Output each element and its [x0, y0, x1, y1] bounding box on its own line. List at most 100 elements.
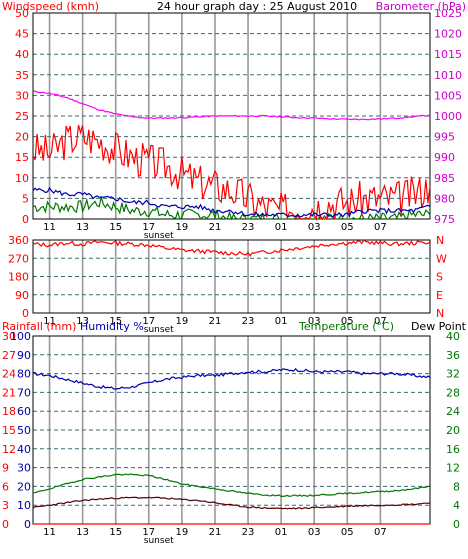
direction-tick-label: 180	[8, 271, 29, 284]
climate-panel-time-tick: 17	[142, 527, 155, 538]
barometer-tick-label: 1010	[434, 69, 462, 82]
wind-panel-time-tick: 23	[242, 222, 255, 233]
climate-panel-time-axis: 11 13 15 17 19 21 23 01 03 05 07 sunset	[43, 527, 387, 546]
barometer-tick-label: 985	[434, 172, 455, 185]
wind-panel-time-tick: 03	[308, 222, 321, 233]
humidity-tick-label: 90	[17, 349, 31, 362]
temperature-tick-label: 24	[446, 405, 460, 418]
barometer-tick-label: 1015	[434, 48, 462, 61]
humidity-tick-label: 40	[17, 443, 31, 456]
rain-tick-label: 30	[2, 330, 16, 343]
rain-tick-label: 0	[2, 518, 9, 531]
compass-tick-label: W	[436, 252, 447, 265]
climate-panel-time-tick: 19	[176, 527, 189, 538]
barometer-title: Barometer (hPa)	[376, 0, 466, 13]
rain-tick-label: 18	[2, 405, 16, 418]
wind-tick-label: 15	[15, 151, 29, 164]
compass-tick-label: N	[436, 307, 444, 320]
climate-panel-time-tick: 15	[109, 527, 122, 538]
rain-tick-label: 6	[2, 480, 9, 493]
climate-panel-time-tick: 01	[275, 527, 288, 538]
direction-tick-label: 0	[22, 307, 29, 320]
compass-tick-label: S	[436, 271, 443, 284]
climate-panel-time-tick: 21	[209, 527, 222, 538]
wind-panel-time-tick: 17	[142, 222, 155, 233]
direction-panel-time-tick: 21	[209, 316, 222, 327]
wind-tick-label: 5	[22, 192, 29, 205]
climate-panel-time-tick: 23	[242, 527, 255, 538]
temperature-tick-label: 32	[446, 368, 460, 381]
windspeed-title: Windspeed (kmh)	[2, 0, 99, 13]
barometer-tick-label: 1020	[434, 28, 462, 41]
barometer-tick-label: 995	[434, 131, 455, 144]
direction-tick-label: 360	[8, 234, 29, 247]
barometer-tick-label: 1000	[434, 110, 462, 123]
rain-tick-label: 15	[2, 424, 16, 437]
humidity-tick-label: 10	[17, 499, 31, 512]
chart-date-title: 24 hour graph day : 25 August 2010	[157, 0, 357, 13]
climate-panel-time-tick: 03	[308, 527, 321, 538]
wind-panel-sunset-label: sunset	[144, 231, 174, 241]
wind-tick-label: 25	[15, 110, 29, 123]
direction-panel-time-tick: 17	[142, 316, 155, 327]
wind-panel-time-tick: 11	[43, 222, 56, 233]
direction-panel-time-tick: 03	[308, 316, 321, 327]
temperature-series	[32, 473, 430, 498]
humidity-tick-label: 100	[10, 330, 31, 343]
wind-panel-time-tick: 07	[374, 222, 387, 233]
barometer-tick-label: 1025	[434, 7, 462, 20]
wind-tick-label: 10	[15, 172, 29, 185]
temperature-tick-label: 36	[446, 349, 460, 362]
wind-average-series	[32, 186, 431, 219]
climate-panel-grid	[33, 336, 430, 524]
humidity-tick-label: 60	[17, 405, 31, 418]
humidity-series	[32, 368, 431, 390]
barometer-axis-ticks: 1025 1020 1015 1010 1005 1000 995 990 985 980 975	[434, 7, 462, 226]
compass-tick-label: E	[436, 289, 443, 302]
rain-tick-label: 24	[2, 368, 16, 381]
humidity-title: Humidity %	[80, 320, 144, 333]
climate-panel-sunset-label: sunset	[144, 536, 174, 546]
direction-panel-time-tick: 15	[109, 316, 122, 327]
wind-panel-time-tick: 05	[341, 222, 354, 233]
humidity-tick-label: 50	[17, 424, 31, 437]
temperature-tick-label: 20	[446, 424, 460, 437]
direction-panel-time-tick: 13	[76, 316, 89, 327]
barometer-tick-label: 980	[434, 192, 455, 205]
direction-panel-time-tick: 05	[341, 316, 354, 327]
direction-tick-label: 270	[8, 252, 29, 265]
wind-panel-time-tick: 13	[76, 222, 89, 233]
wind-panel-time-tick: 21	[209, 222, 222, 233]
climate-panel-time-tick: 11	[43, 527, 56, 538]
barometer-tick-label: 975	[434, 213, 455, 226]
wind-green-series	[32, 196, 431, 221]
direction-tick-label: 90	[15, 289, 29, 302]
wind-panel-grid	[33, 13, 430, 219]
rain-tick-label: 21	[2, 386, 16, 399]
wind-tick-label: 0	[22, 213, 29, 226]
direction-panel-time-tick: 01	[275, 316, 288, 327]
climate-panel-time-tick: 05	[341, 527, 354, 538]
wind-gust-series	[32, 124, 431, 222]
direction-series	[32, 239, 431, 258]
humidity-tick-label: 0	[24, 518, 31, 531]
temperature-tick-label: 28	[446, 386, 460, 399]
temperature-title: Temperature (°C)	[298, 320, 394, 333]
barometer-series	[32, 90, 431, 121]
rain-tick-label: 12	[2, 443, 16, 456]
humidity-tick-label: 80	[17, 368, 31, 381]
humidity-tick-label: 70	[17, 386, 31, 399]
direction-panel-frame	[32, 239, 431, 314]
rain-tick-label: 27	[2, 349, 16, 362]
direction-axis-ticks: 360 270 180 90 0	[8, 234, 29, 320]
direction-panel-time-tick: 07	[374, 316, 387, 327]
barometer-tick-label: 1005	[434, 89, 462, 102]
temperature-tick-label: 4	[453, 499, 460, 512]
compass-tick-label: N	[436, 234, 444, 247]
